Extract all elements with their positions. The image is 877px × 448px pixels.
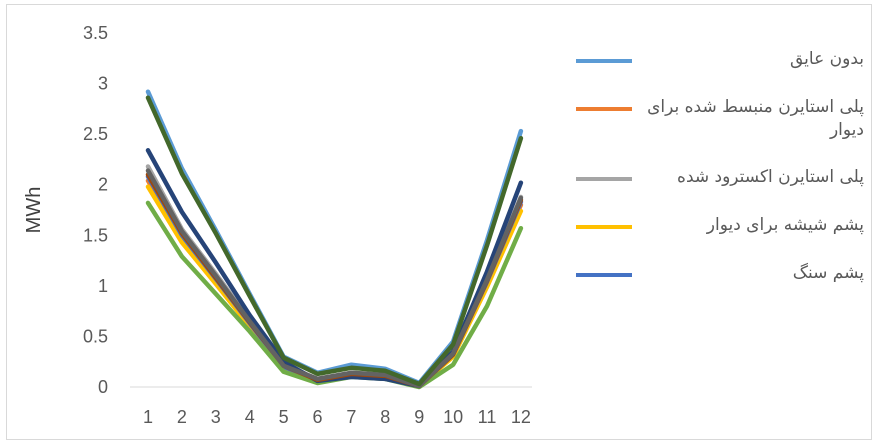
series-line-6	[145, 200, 524, 390]
legend-label: بدون عایق	[790, 49, 864, 69]
x-tick-label: 11	[478, 407, 497, 427]
legend-item: بدون عایق	[576, 48, 868, 96]
legend-swatch	[576, 225, 632, 229]
x-tick-label: 8	[380, 407, 390, 427]
legend-label: پلی استایرن منبسط شده برای دیوار	[647, 97, 864, 140]
x-tick-label: 7	[346, 407, 356, 427]
series-line-9	[145, 168, 524, 389]
y-axis-label: MWh	[23, 187, 45, 234]
legend: بدون عایق پلی استایرن منبسط شده برای دیوا…	[576, 48, 868, 310]
legend-swatch	[576, 177, 632, 181]
legend-label: پشم شیشه برای دیوار	[706, 215, 864, 235]
x-axis-ticks: 1 2 3 4 5 6 7 8 9 10 11 12	[143, 407, 531, 427]
y-axis-ticks: 0 0.5 1 1.5 2 2.5 3 3.5	[83, 23, 108, 397]
series-line-10	[145, 95, 524, 387]
y-tick-label: 3.5	[83, 23, 108, 43]
y-tick-label: 0.5	[83, 326, 108, 346]
y-tick-label: 3	[98, 74, 108, 94]
legend-item: پشم سنگ	[576, 262, 868, 310]
y-tick-label: 2.5	[83, 124, 108, 144]
legend-label: پشم سنگ	[792, 263, 864, 283]
x-tick-label: 6	[312, 407, 322, 427]
series-line-3	[145, 164, 524, 389]
x-tick-label: 2	[177, 407, 187, 427]
y-tick-label: 0	[98, 377, 108, 397]
series-line-1	[145, 89, 524, 386]
y-tick-label: 1	[98, 276, 108, 296]
x-tick-label: 4	[245, 407, 255, 427]
legend-item: پلی استایرن منبسط شده برای دیوار	[576, 96, 868, 166]
legend-label: پلی استایرن اکسترود شده	[677, 167, 864, 187]
legend-swatch	[576, 273, 632, 277]
legend-item: پلی استایرن اکسترود شده	[576, 166, 868, 214]
x-tick-label: 5	[279, 407, 289, 427]
x-tick-label: 1	[143, 407, 153, 427]
y-tick-label: 2	[98, 175, 108, 195]
x-tick-label: 10	[443, 407, 463, 427]
y-tick-label: 1.5	[83, 225, 108, 245]
x-tick-label: 12	[511, 407, 531, 427]
legend-swatch	[576, 107, 632, 111]
legend-item: پشم شیشه برای دیوار	[576, 214, 868, 262]
x-tick-label: 3	[211, 407, 221, 427]
series-lines	[145, 89, 524, 390]
legend-swatch	[576, 59, 632, 63]
x-tick-label: 9	[414, 407, 424, 427]
